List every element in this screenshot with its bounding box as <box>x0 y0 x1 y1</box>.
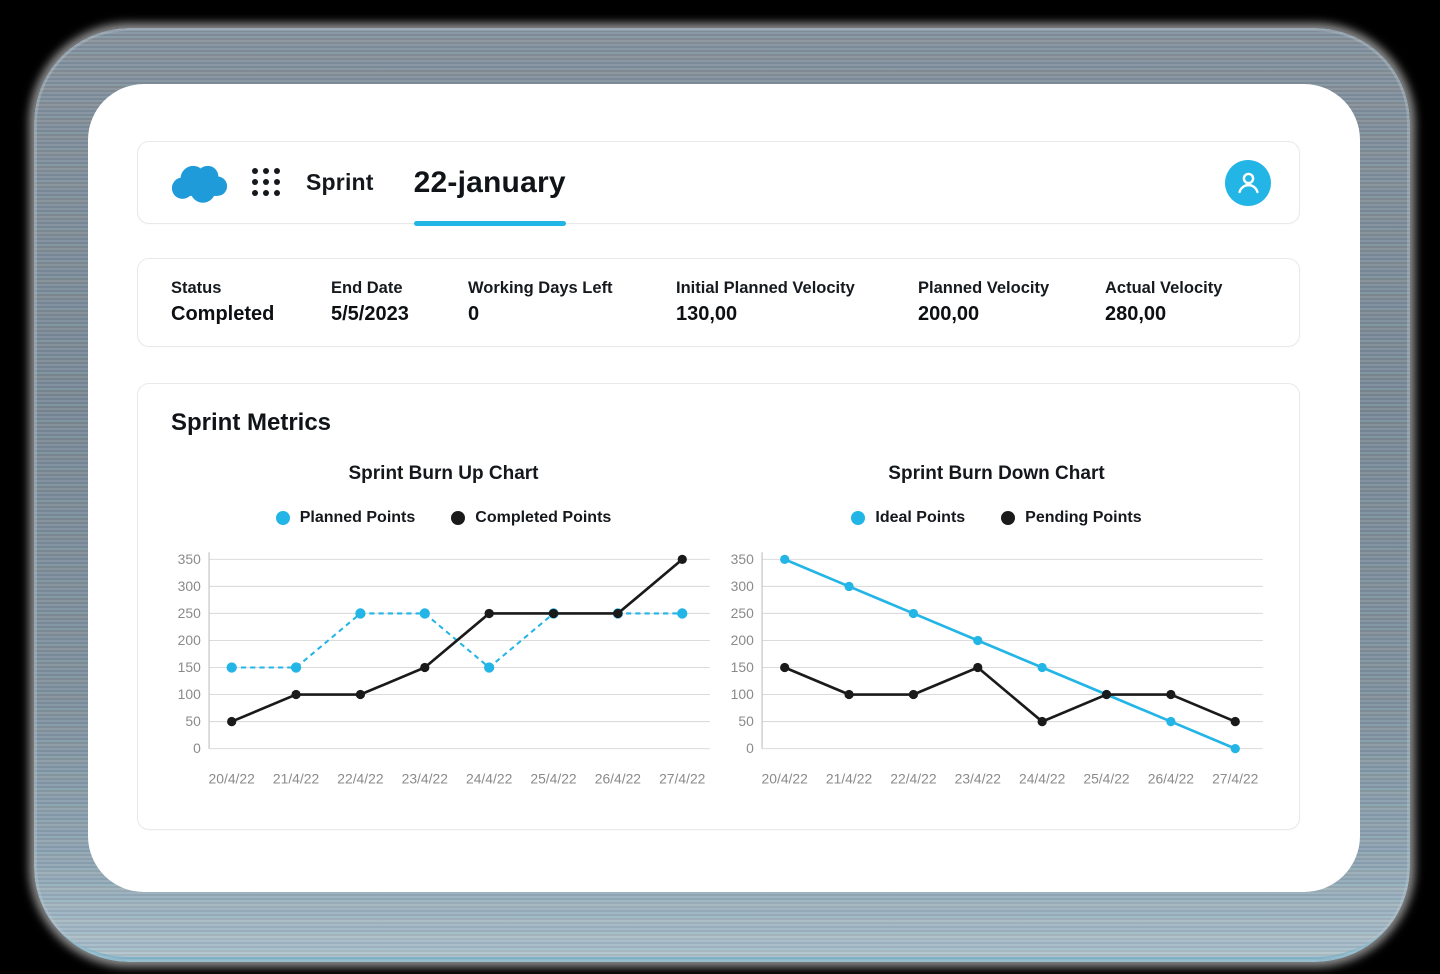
legend-label: Completed Points <box>475 509 612 526</box>
legend-item[interactable]: Completed Points <box>451 509 611 527</box>
stat-planned-velocity: Planned Velocity 200,00 <box>918 279 1105 326</box>
burn-down-chart-title: Sprint Burn Down Chart <box>888 463 1105 484</box>
legend-label: Ideal Points <box>875 509 966 526</box>
legend-item[interactable]: Planned Points <box>275 509 416 527</box>
user-avatar-button[interactable] <box>1225 159 1271 206</box>
svg-text:250: 250 <box>178 605 201 621</box>
svg-text:22/4/22: 22/4/22 <box>337 771 384 787</box>
active-tab-underline <box>413 221 566 226</box>
legend-dot-icon <box>275 511 290 525</box>
svg-text:23/4/22: 23/4/22 <box>955 771 1002 787</box>
stat-value: 130,00 <box>676 303 738 325</box>
svg-text:0: 0 <box>746 740 754 756</box>
svg-text:100: 100 <box>178 686 201 702</box>
svg-text:27/4/22: 27/4/22 <box>1212 771 1259 787</box>
svg-text:50: 50 <box>738 713 754 729</box>
svg-text:26/4/22: 26/4/22 <box>595 771 642 787</box>
svg-text:24/4/22: 24/4/22 <box>1019 771 1066 787</box>
svg-text:50: 50 <box>185 713 201 729</box>
stat-label: Planned Velocity <box>918 279 1050 297</box>
chart-legend: Ideal Points Pending Points <box>851 509 1142 527</box>
svg-text:150: 150 <box>178 659 201 675</box>
svg-text:300: 300 <box>178 578 201 594</box>
stat-label: Initial Planned Velocity <box>676 279 855 297</box>
svg-text:27/4/22: 27/4/22 <box>659 771 706 787</box>
stat-label: End Date <box>331 279 403 297</box>
stat-working-days-left: Working Days Left 0 <box>468 279 676 326</box>
tab-label: 22-january <box>413 165 566 199</box>
svg-text:21/4/22: 21/4/22 <box>273 771 320 787</box>
svg-text:20/4/22: 20/4/22 <box>209 771 256 787</box>
svg-text:26/4/22: 26/4/22 <box>1148 771 1195 787</box>
stat-label: Working Days Left <box>468 279 613 297</box>
metrics-title: Sprint Metrics <box>171 409 332 436</box>
legend-label: Planned Points <box>299 509 416 526</box>
burn-up-chart-title: Sprint Burn Up Chart <box>348 463 539 484</box>
salesforce-cloud-logo[interactable] <box>168 162 230 204</box>
legend-dot-icon <box>1001 511 1016 525</box>
stat-value: 200,00 <box>918 303 980 325</box>
user-icon <box>1237 172 1259 194</box>
svg-text:23/4/22: 23/4/22 <box>402 771 449 787</box>
stat-label: Status <box>171 279 222 297</box>
burn-down-chart: 0 50 100 150 200 250 300 350 20/4/22 21/4/22 22/4/… <box>724 545 1269 796</box>
svg-text:350: 350 <box>178 551 201 567</box>
svg-text:25/4/22: 25/4/22 <box>530 771 577 787</box>
stat-initial-planned-velocity: Initial Planned Velocity 130,00 <box>676 279 918 326</box>
burn-down-chart-canvas: 0 50 100 150 200 250 300 350 20/4/22 21/4/22 22/4/… <box>731 551 1263 787</box>
app-label: Sprint <box>306 169 374 195</box>
app-window: Sprint 22-january Status Completed End D… <box>88 84 1360 892</box>
svg-text:150: 150 <box>731 659 754 675</box>
stat-actual-velocity: Actual Velocity 280,00 <box>1105 279 1279 326</box>
stat-value: 280,00 <box>1105 303 1167 325</box>
burn-up-chart: 0 50 100 150 200 250 300 350 20/4/22 21/4/22 22/4/… <box>171 545 716 796</box>
legend-item[interactable]: Ideal Points <box>851 509 965 527</box>
stat-value: Completed <box>171 303 275 325</box>
svg-text:22/4/22: 22/4/22 <box>890 771 937 787</box>
stat-value: 5/5/2023 <box>331 303 409 325</box>
svg-text:100: 100 <box>731 686 754 702</box>
svg-text:200: 200 <box>731 632 754 648</box>
legend-item[interactable]: Pending Points <box>1001 509 1142 527</box>
burn-up-chart-block: Sprint Burn Up Chart Planned Points Compl… <box>171 463 716 796</box>
svg-text:350: 350 <box>731 551 754 567</box>
chart-legend: Planned Points Completed Points <box>275 509 611 527</box>
cloud-icon <box>171 165 228 203</box>
legend-dot-icon <box>851 511 866 525</box>
legend-dot-icon <box>451 511 466 525</box>
svg-text:24/4/22: 24/4/22 <box>466 771 513 787</box>
svg-text:300: 300 <box>731 578 754 594</box>
svg-text:21/4/22: 21/4/22 <box>826 771 873 787</box>
svg-text:250: 250 <box>731 605 754 621</box>
stat-value: 0 <box>468 303 480 325</box>
tab-sprint-22-january[interactable]: 22-january <box>413 142 566 226</box>
charts-row: Sprint Burn Up Chart Planned Points Compl… <box>171 463 1269 796</box>
app-launcher-icon[interactable] <box>252 168 281 197</box>
svg-text:0: 0 <box>193 740 201 756</box>
burn-down-chart-block: Sprint Burn Down Chart Ideal Points Pendi… <box>724 463 1269 796</box>
header-bar: Sprint 22-january <box>137 141 1300 226</box>
svg-text:20/4/22: 20/4/22 <box>762 771 809 787</box>
legend-label: Pending Points <box>1025 509 1142 526</box>
sprint-stats-bar: Status Completed End Date 5/5/2023 Worki… <box>137 258 1300 347</box>
stat-status: Status Completed <box>171 279 331 326</box>
svg-text:200: 200 <box>178 632 201 648</box>
stat-end-date: End Date 5/5/2023 <box>331 279 468 326</box>
stat-label: Actual Velocity <box>1105 279 1223 297</box>
burn-up-chart-canvas: 0 50 100 150 200 250 300 350 20/4/22 21/4/22 22/4/… <box>178 551 710 787</box>
svg-text:25/4/22: 25/4/22 <box>1083 771 1130 787</box>
sprint-metrics-panel: Sprint Metrics Sprint Burn Up Chart Plan… <box>137 383 1300 830</box>
